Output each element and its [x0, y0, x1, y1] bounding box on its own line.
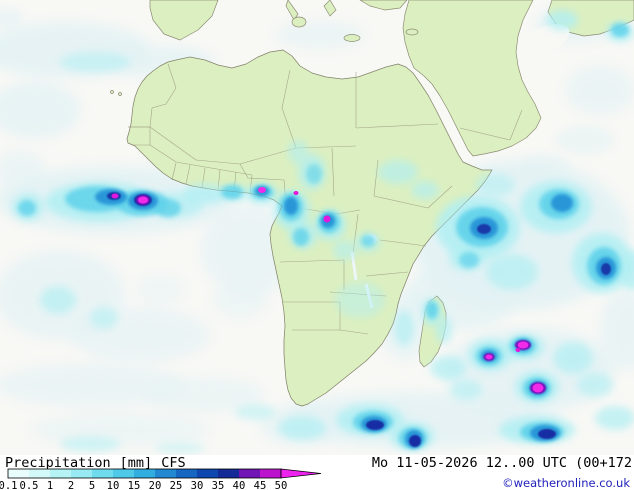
canary-island [118, 92, 122, 96]
sicily-island [291, 16, 307, 28]
coastline-overlay [126, 49, 493, 407]
country-borders [128, 63, 523, 335]
map-footer: Precipitation [mm] CFS Mo 11-05-2026 12..0… [0, 455, 634, 490]
canary-island [110, 90, 114, 94]
datetime-label: Mo 11-05-2026 12..00 UTC (00+172 [371, 455, 632, 471]
svg-text:20: 20 [149, 480, 162, 490]
precipitation-scale-legend: 0.1 0.5 1 2 5 10 15 20 25 30 35 40 45 50 [0, 468, 322, 490]
cyprus-island [405, 28, 419, 36]
parameter-line: Precipitation [mm] CFS [5, 455, 195, 471]
persian-gulf [520, 24, 570, 56]
svg-text:0.1: 0.1 [0, 480, 17, 490]
svg-text:1: 1 [47, 480, 53, 490]
svg-text:35: 35 [212, 480, 225, 490]
intense-precip-cores [111, 187, 546, 394]
svg-text:45: 45 [254, 480, 267, 490]
greece-tip [323, 0, 337, 17]
svg-text:50: 50 [275, 480, 288, 490]
svg-text:15: 15 [128, 480, 141, 490]
svg-text:0.5: 0.5 [20, 480, 39, 490]
model-label: CFS [161, 455, 186, 471]
svg-text:10: 10 [107, 480, 120, 490]
arabia-levant-landmass [402, 0, 542, 157]
unit-label: [mm] [119, 455, 153, 471]
svg-text:2: 2 [68, 480, 74, 490]
crete-island [343, 34, 361, 42]
svg-text:40: 40 [233, 480, 246, 490]
turkey-coast [359, 0, 408, 11]
svg-text:30: 30 [191, 480, 204, 490]
africa-precipitation-map-svg [0, 0, 634, 455]
copyright-label: ©weatheronline.co.uk [502, 476, 630, 490]
svg-text:5: 5 [89, 480, 95, 490]
precipitation-map [0, 0, 634, 455]
precipitation-overlay [12, 10, 634, 454]
parameter-label: Precipitation [5, 455, 111, 471]
iberia-landmass [149, 0, 219, 41]
svg-text:25: 25 [170, 480, 183, 490]
